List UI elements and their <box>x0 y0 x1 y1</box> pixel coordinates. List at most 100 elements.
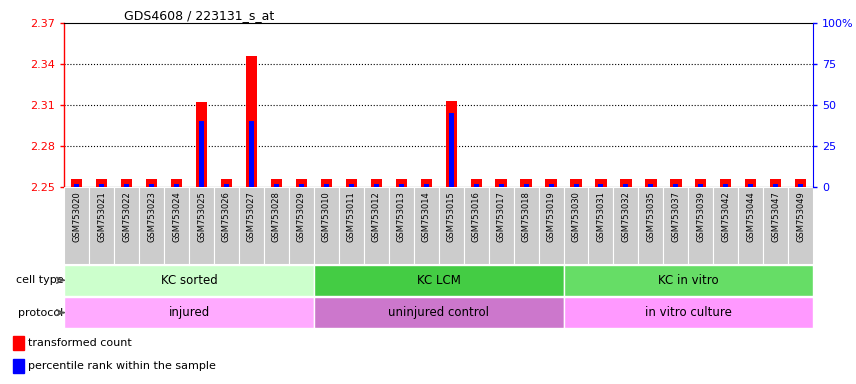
Bar <box>598 184 603 187</box>
Bar <box>688 187 713 264</box>
Text: GSM753047: GSM753047 <box>771 191 781 242</box>
Text: GSM753027: GSM753027 <box>247 191 256 242</box>
Text: GSM753010: GSM753010 <box>322 191 331 242</box>
Bar <box>764 187 788 264</box>
Bar <box>249 121 254 187</box>
Text: GDS4608 / 223131_s_at: GDS4608 / 223131_s_at <box>124 9 275 22</box>
Bar <box>64 297 314 328</box>
Bar <box>538 187 563 264</box>
Bar <box>720 179 731 187</box>
Bar <box>296 179 307 187</box>
Bar <box>124 184 129 187</box>
Bar <box>339 187 364 264</box>
Bar <box>645 179 657 187</box>
Bar <box>288 187 314 264</box>
Bar <box>496 179 507 187</box>
Bar <box>74 184 79 187</box>
Bar <box>514 187 538 264</box>
Bar <box>64 265 314 296</box>
Text: GSM753031: GSM753031 <box>597 191 605 242</box>
Text: GSM753032: GSM753032 <box>621 191 631 242</box>
Bar <box>563 297 813 328</box>
Bar <box>321 179 332 187</box>
Bar <box>14 336 24 350</box>
Bar <box>139 187 164 264</box>
Bar <box>798 184 803 187</box>
Text: in vitro culture: in vitro culture <box>645 306 732 319</box>
Bar <box>524 184 528 187</box>
Bar <box>670 179 681 187</box>
Text: GSM753037: GSM753037 <box>671 191 681 242</box>
Text: GSM753044: GSM753044 <box>746 191 755 242</box>
Bar <box>773 184 778 187</box>
Text: cell type: cell type <box>16 275 63 285</box>
Text: GSM753011: GSM753011 <box>347 191 356 242</box>
Bar <box>196 102 207 187</box>
Bar <box>748 184 753 187</box>
Bar <box>399 184 404 187</box>
Bar <box>214 187 239 264</box>
Text: GSM753022: GSM753022 <box>122 191 131 242</box>
Text: protocol: protocol <box>19 308 63 318</box>
Text: GSM753029: GSM753029 <box>297 191 306 242</box>
Text: GSM753012: GSM753012 <box>372 191 381 242</box>
Bar <box>99 184 104 187</box>
Bar <box>473 184 479 187</box>
Bar <box>221 179 232 187</box>
Text: GSM753013: GSM753013 <box>396 191 406 242</box>
Text: GSM753035: GSM753035 <box>646 191 656 242</box>
Bar <box>464 187 489 264</box>
Text: GSM753019: GSM753019 <box>546 191 556 242</box>
Text: GSM753021: GSM753021 <box>97 191 106 242</box>
Text: GSM753030: GSM753030 <box>572 191 580 242</box>
Text: GSM753025: GSM753025 <box>197 191 206 242</box>
Bar <box>695 179 706 187</box>
Bar <box>621 179 632 187</box>
Bar <box>324 184 329 187</box>
Text: GSM753016: GSM753016 <box>472 191 481 242</box>
Bar <box>314 187 339 264</box>
Bar <box>489 187 514 264</box>
Bar <box>588 187 614 264</box>
Bar <box>224 184 229 187</box>
Bar <box>146 179 158 187</box>
Bar <box>346 179 357 187</box>
Bar <box>596 179 607 187</box>
Bar <box>663 187 688 264</box>
Text: KC LCM: KC LCM <box>417 274 461 287</box>
Bar <box>364 187 389 264</box>
Bar <box>314 265 563 296</box>
Bar <box>149 184 154 187</box>
Bar <box>770 179 782 187</box>
Bar <box>563 265 813 296</box>
Bar <box>121 179 132 187</box>
Bar <box>746 179 757 187</box>
Bar <box>549 184 554 187</box>
Bar <box>199 121 204 187</box>
Text: KC in vitro: KC in vitro <box>658 274 719 287</box>
Bar <box>648 184 653 187</box>
Bar <box>64 187 89 264</box>
Bar <box>623 184 628 187</box>
Bar <box>246 56 257 187</box>
Text: GSM753017: GSM753017 <box>496 191 506 242</box>
Bar <box>164 187 189 264</box>
Bar <box>395 179 407 187</box>
Bar <box>446 101 457 187</box>
Text: GSM753020: GSM753020 <box>72 191 81 242</box>
Bar <box>713 187 738 264</box>
Bar <box>264 187 288 264</box>
Text: GSM753024: GSM753024 <box>172 191 181 242</box>
Bar <box>438 187 464 264</box>
Bar <box>314 297 563 328</box>
Bar <box>723 184 728 187</box>
Text: uninjured control: uninjured control <box>389 306 489 319</box>
Bar <box>698 184 704 187</box>
Text: GSM753039: GSM753039 <box>696 191 705 242</box>
Bar <box>171 179 182 187</box>
Bar <box>674 184 678 187</box>
Bar <box>270 179 282 187</box>
Text: GSM753015: GSM753015 <box>447 191 455 242</box>
Bar <box>738 187 764 264</box>
Text: transformed count: transformed count <box>28 338 132 348</box>
